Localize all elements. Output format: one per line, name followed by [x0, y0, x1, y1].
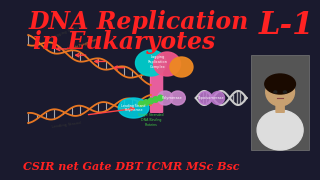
- Text: Lagging Strand: Lagging Strand: [52, 25, 81, 39]
- Ellipse shape: [257, 110, 303, 150]
- Ellipse shape: [284, 91, 286, 93]
- Ellipse shape: [170, 91, 185, 105]
- Ellipse shape: [265, 74, 295, 94]
- Circle shape: [158, 95, 163, 101]
- Circle shape: [139, 101, 144, 107]
- Ellipse shape: [211, 91, 225, 105]
- Text: Topoisomerase: Topoisomerase: [197, 96, 223, 100]
- Text: Single Stranded
DNA Binding
Proteins: Single Stranded DNA Binding Proteins: [138, 113, 164, 127]
- Text: Lagging
Replication
Complex: Lagging Replication Complex: [148, 55, 167, 69]
- Ellipse shape: [118, 98, 149, 118]
- FancyBboxPatch shape: [275, 99, 285, 113]
- FancyBboxPatch shape: [252, 55, 309, 150]
- Text: CSIR net Gate DBT ICMR MSc Bsc: CSIR net Gate DBT ICMR MSc Bsc: [23, 161, 240, 172]
- Text: Polymerase: Polymerase: [162, 96, 182, 100]
- Text: Leading Strand: Leading Strand: [52, 121, 82, 129]
- Circle shape: [143, 100, 149, 105]
- Ellipse shape: [199, 91, 212, 105]
- Text: DNA Replication: DNA Replication: [28, 10, 249, 34]
- Ellipse shape: [154, 52, 180, 76]
- Ellipse shape: [135, 50, 166, 76]
- Circle shape: [153, 97, 158, 102]
- Ellipse shape: [266, 78, 294, 106]
- Text: L-1: L-1: [259, 10, 315, 40]
- Ellipse shape: [274, 91, 277, 93]
- Text: Leading Strand
Polymerase: Leading Strand Polymerase: [121, 104, 146, 112]
- Circle shape: [148, 98, 154, 104]
- FancyBboxPatch shape: [9, 0, 316, 180]
- Ellipse shape: [170, 57, 193, 77]
- Ellipse shape: [157, 91, 173, 105]
- Text: Okazaki Fragments: Okazaki Fragments: [64, 37, 98, 53]
- Text: in Eukaryotes: in Eukaryotes: [33, 30, 215, 54]
- FancyBboxPatch shape: [150, 66, 163, 113]
